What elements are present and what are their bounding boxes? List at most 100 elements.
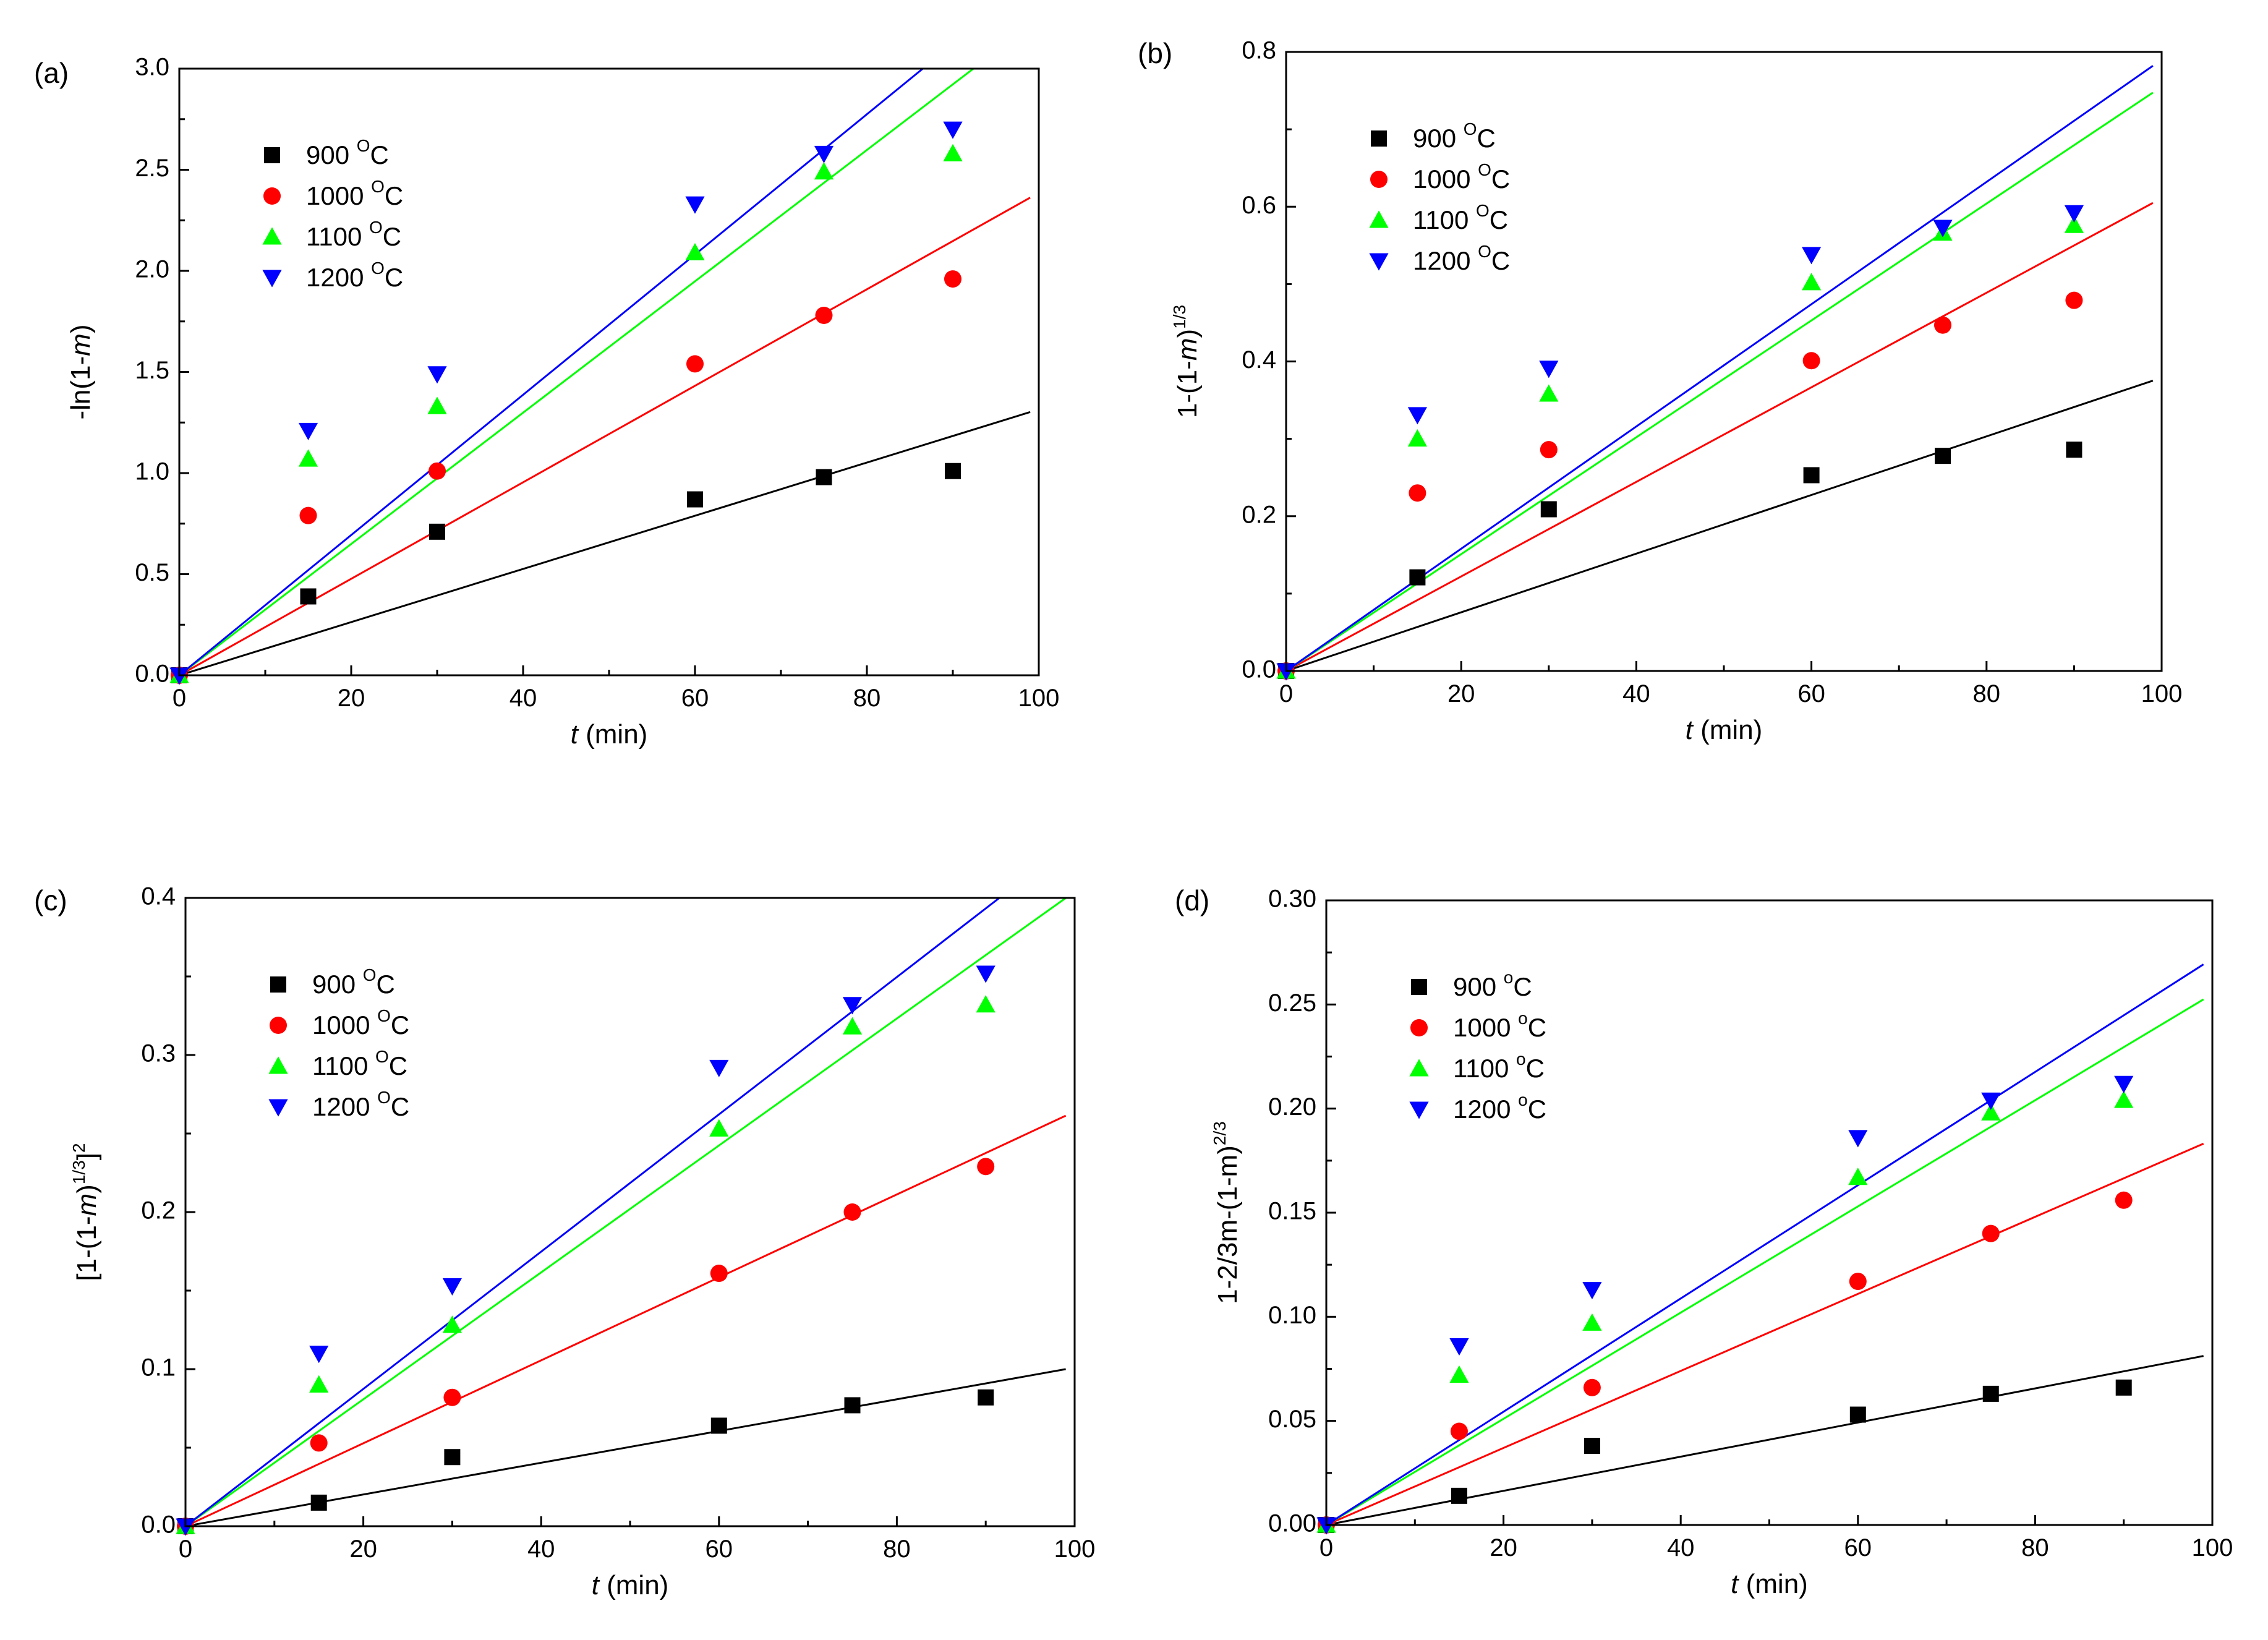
x-axis-var: t bbox=[1731, 1569, 1739, 1599]
x-axis-label: t (min) bbox=[571, 719, 648, 750]
y-tick-label: 0.0 bbox=[141, 1511, 176, 1539]
y-axis-text: 1-2/3m-(1-m) bbox=[1213, 1145, 1243, 1304]
legend-temp: 1200 bbox=[1413, 246, 1478, 275]
data-point bbox=[1449, 1365, 1469, 1383]
data-point bbox=[2114, 1075, 2134, 1093]
data-point bbox=[1848, 1130, 1868, 1148]
fit-line-1200 bbox=[1286, 65, 2154, 671]
data-point bbox=[1583, 1378, 1601, 1396]
data-point bbox=[710, 1417, 727, 1434]
fit-line-900 bbox=[179, 411, 1031, 675]
series-1000 bbox=[1277, 291, 2083, 680]
data-point bbox=[300, 588, 317, 605]
data-point bbox=[709, 1119, 729, 1137]
data-point bbox=[1449, 1338, 1469, 1356]
series-1100 bbox=[1276, 215, 2084, 679]
legend-label: 1200 OC bbox=[306, 258, 403, 292]
fit-lines bbox=[1286, 65, 2154, 671]
legend-marker bbox=[270, 1017, 287, 1034]
legend-unit: C bbox=[385, 263, 403, 292]
data-point bbox=[943, 121, 963, 139]
panel-label: (b) bbox=[1138, 37, 1172, 69]
y-tick-label: 0.0 bbox=[1242, 656, 1276, 683]
panel-label: (a) bbox=[34, 57, 69, 89]
x-tick-label: 60 bbox=[681, 685, 709, 712]
legend-degree: O bbox=[371, 258, 385, 278]
data-point bbox=[299, 506, 317, 524]
legend-degree: o bbox=[1516, 1049, 1526, 1069]
legend-marker bbox=[1410, 1019, 1428, 1036]
legend-marker bbox=[1411, 979, 1427, 995]
legend-unit: C bbox=[1528, 1013, 1546, 1042]
legend-unit: C bbox=[391, 1092, 409, 1121]
data-point bbox=[709, 1059, 729, 1077]
series-1200 bbox=[169, 121, 963, 685]
legend-unit: C bbox=[370, 140, 389, 169]
data-point bbox=[945, 463, 961, 479]
data-point bbox=[1933, 220, 1953, 237]
y-axis-sup: 2/3 bbox=[1210, 1121, 1229, 1145]
legend-temp: 1200 bbox=[306, 263, 371, 292]
x-tick-label: 60 bbox=[1797, 680, 1825, 707]
data-point bbox=[427, 396, 447, 414]
data-point bbox=[1802, 247, 1822, 265]
legend-marker bbox=[264, 147, 280, 163]
data-point bbox=[310, 1434, 328, 1452]
legend-degree: O bbox=[371, 177, 385, 196]
legend-degree: O bbox=[377, 1006, 391, 1025]
series-1000 bbox=[1318, 1191, 2133, 1534]
data-point-origin bbox=[169, 667, 189, 685]
y-tick-label: 0.4 bbox=[141, 883, 176, 910]
series-1200 bbox=[1276, 205, 2084, 681]
data-point bbox=[815, 306, 833, 324]
y-axis-text: 1-(1- bbox=[1172, 361, 1203, 418]
fit-line-1000 bbox=[1286, 202, 2154, 671]
data-point-origin bbox=[1276, 663, 1296, 681]
data-point bbox=[1802, 273, 1822, 291]
legend-temp: 1100 bbox=[1413, 205, 1476, 234]
data-point bbox=[844, 1397, 861, 1414]
legend-degree: O bbox=[1476, 201, 1490, 220]
legend-unit: C bbox=[1491, 246, 1510, 275]
y-tick-label: 0.10 bbox=[1268, 1302, 1316, 1329]
y-tick-label: 0.4 bbox=[1242, 346, 1276, 374]
data-point bbox=[310, 1494, 327, 1511]
data-point bbox=[1934, 316, 1951, 334]
x-axis-label: t (min) bbox=[1686, 715, 1763, 745]
data-point bbox=[2064, 215, 2084, 233]
legend-degree: O bbox=[369, 218, 383, 237]
data-point bbox=[1803, 467, 1820, 484]
data-point bbox=[2114, 1090, 2134, 1108]
data-point bbox=[429, 523, 445, 540]
x-tick-label: 80 bbox=[883, 1535, 911, 1563]
data-point bbox=[842, 997, 863, 1015]
data-point bbox=[1451, 1487, 1467, 1504]
legend-label: 1200 oC bbox=[1453, 1090, 1546, 1124]
y-tick-label: 0.8 bbox=[1242, 37, 1276, 64]
legend-temp: 1200 bbox=[312, 1092, 377, 1121]
data-point bbox=[944, 270, 961, 288]
legend-label: 900 OC bbox=[1413, 119, 1496, 153]
x-tick-label: 80 bbox=[1973, 680, 2001, 707]
data-point bbox=[1849, 1273, 1867, 1291]
chart-panel-a: (a) 0 20 40 60 80 100 0.0 0.5 1.0 1.5 2.0 2.5 3.0 t (m… bbox=[34, 54, 1059, 750]
legend-unit: C bbox=[1477, 124, 1496, 153]
legend-label: 1000 OC bbox=[1413, 160, 1510, 194]
series-1200 bbox=[176, 965, 995, 1536]
legend-marker bbox=[1369, 210, 1389, 228]
panel-label: (c) bbox=[34, 884, 67, 916]
x-axis-var: t bbox=[1686, 715, 1694, 745]
series-900 bbox=[1278, 442, 2083, 679]
fit-line-900 bbox=[185, 1368, 1066, 1526]
legend-marker bbox=[262, 270, 282, 288]
fit-line-1000 bbox=[185, 1114, 1067, 1526]
fit-line-1100 bbox=[1326, 998, 2204, 1525]
data-point bbox=[1935, 448, 1951, 464]
y-tick-label: 0.2 bbox=[141, 1197, 176, 1224]
x-tick-label: 40 bbox=[1622, 680, 1650, 707]
y-tick-label: 1.0 bbox=[135, 458, 169, 485]
legend-unit: C bbox=[383, 222, 401, 251]
legend-label: 900 OC bbox=[306, 136, 389, 169]
legend-degree: O bbox=[1478, 160, 1491, 179]
